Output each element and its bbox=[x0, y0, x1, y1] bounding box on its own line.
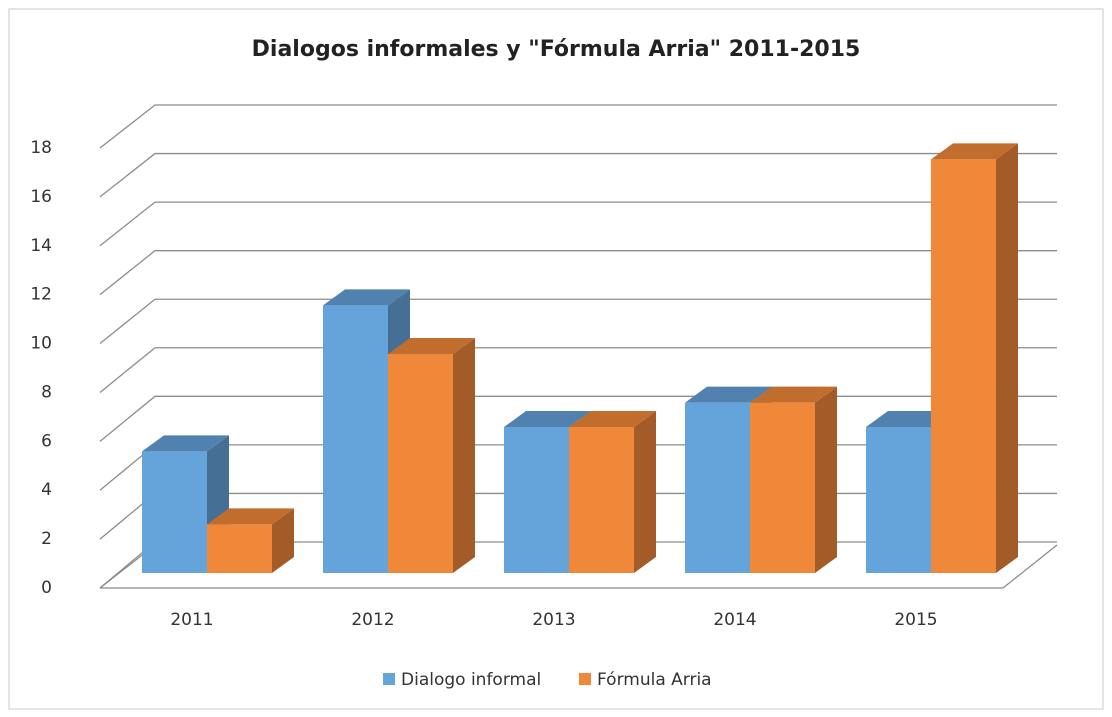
y-tick-label: 4 bbox=[41, 480, 52, 500]
legend-label: Fórmula Arria bbox=[597, 670, 712, 690]
bar-front bbox=[750, 402, 815, 573]
grid-line bbox=[99, 152, 1057, 198]
bar-top bbox=[931, 143, 1018, 160]
legend-label: Dialogo informal bbox=[401, 670, 541, 690]
bar bbox=[750, 386, 837, 573]
grid-line bbox=[99, 347, 1057, 393]
y-tick-label: 2 bbox=[41, 529, 52, 549]
bar-front bbox=[142, 451, 207, 573]
bar-front bbox=[207, 524, 272, 573]
grid-line bbox=[99, 104, 1057, 149]
bar-front bbox=[323, 305, 388, 573]
bar-front bbox=[931, 159, 996, 574]
x-tick-label: 2013 bbox=[532, 610, 575, 630]
y-tick-label: 0 bbox=[41, 578, 52, 598]
grid-line bbox=[99, 201, 1057, 247]
bar bbox=[569, 411, 656, 573]
y-tick-label: 12 bbox=[30, 285, 52, 305]
bar-side bbox=[815, 386, 837, 573]
bar-front bbox=[866, 427, 931, 573]
chart-border bbox=[8, 8, 1104, 710]
bar-front bbox=[388, 354, 453, 573]
bar-top bbox=[388, 338, 475, 354]
y-tick-label: 14 bbox=[30, 236, 52, 256]
bar-top bbox=[142, 435, 229, 452]
bar-side bbox=[453, 338, 475, 573]
grid-line bbox=[99, 250, 1057, 296]
bar-front bbox=[504, 427, 569, 573]
bar-side bbox=[634, 411, 656, 573]
x-tick-label: 2014 bbox=[713, 610, 756, 630]
bar-top bbox=[685, 386, 772, 403]
legend-swatch bbox=[579, 673, 591, 685]
bar-front bbox=[685, 402, 750, 573]
y-tick-label: 6 bbox=[41, 431, 52, 451]
chart-title: Dialogos informales y "Fórmula Arria" 20… bbox=[252, 37, 861, 62]
bar-top bbox=[504, 411, 591, 427]
bar-top bbox=[750, 386, 837, 403]
y-tick-label: 10 bbox=[30, 334, 52, 354]
x-tick-label: 2012 bbox=[351, 610, 394, 630]
y-tick-label: 18 bbox=[30, 138, 52, 158]
bar-side bbox=[272, 508, 294, 573]
bar bbox=[388, 338, 475, 573]
y-tick-label: 16 bbox=[30, 187, 52, 207]
y-tick-label: 8 bbox=[41, 382, 52, 402]
bar-front bbox=[569, 427, 634, 573]
x-tick-label: 2011 bbox=[170, 610, 213, 630]
bar-top bbox=[207, 508, 294, 525]
bar-top bbox=[569, 411, 656, 427]
legend-swatch bbox=[383, 673, 395, 685]
bar-top bbox=[323, 289, 410, 306]
bar-side bbox=[996, 143, 1018, 574]
bar bbox=[207, 508, 294, 573]
x-tick-label: 2015 bbox=[894, 610, 937, 630]
bar bbox=[931, 143, 1018, 574]
grid-line bbox=[99, 298, 1057, 345]
